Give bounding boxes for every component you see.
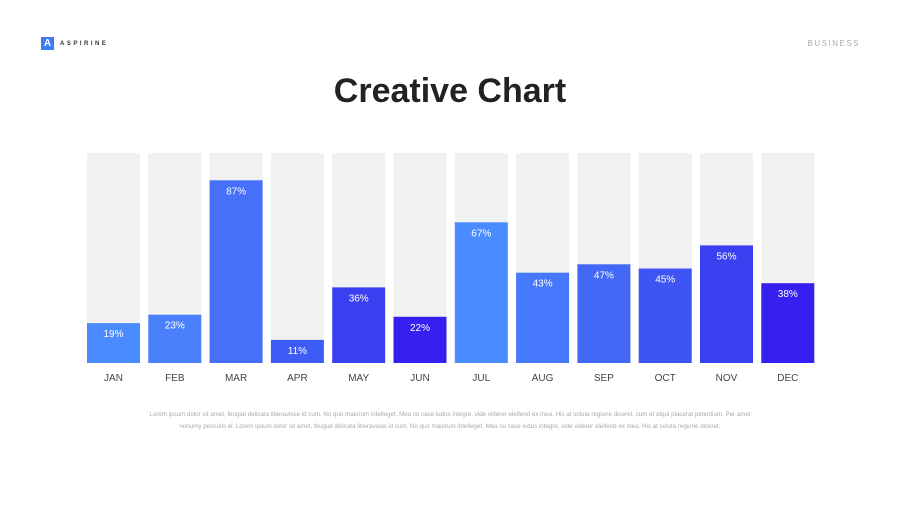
bar-nov: [700, 245, 753, 363]
bar-sep: [577, 264, 631, 363]
category-label: BUSINESS: [807, 39, 860, 48]
bar-track: [270, 153, 324, 363]
data-label: 43%: [533, 279, 553, 290]
x-tick-label: OCT: [655, 373, 676, 384]
bar-feb: [148, 314, 202, 363]
x-tick-label: SEP: [594, 373, 614, 384]
bar-mar: [209, 180, 263, 363]
x-tick-label: FEB: [165, 373, 185, 384]
x-tick-label: MAY: [348, 373, 369, 384]
x-tick-label: DEC: [777, 373, 798, 384]
data-label: 67%: [471, 228, 491, 239]
bar-jun: [393, 316, 447, 363]
data-label: 22%: [410, 323, 430, 334]
brand-logo: A ASPIRINE: [41, 37, 108, 50]
page-title: Creative Chart: [333, 72, 567, 110]
x-tick-label: NOV: [716, 373, 738, 384]
x-tick-label: JAN: [104, 373, 123, 384]
data-label: 36%: [349, 293, 369, 304]
data-label: 47%: [594, 270, 614, 281]
data-label: 23%: [165, 321, 185, 332]
data-label: 87%: [226, 186, 246, 197]
bar-jul: [454, 222, 508, 363]
bar-apr: [270, 339, 324, 363]
description: Lorem ipsum dolor sit amet, feugiat deli…: [149, 411, 751, 430]
data-label: 56%: [716, 251, 736, 262]
brand-name: ASPIRINE: [60, 40, 109, 47]
bar-may: [332, 287, 386, 363]
data-label: 19%: [103, 329, 123, 340]
data-label: 45%: [655, 275, 675, 286]
data-label: 38%: [778, 289, 798, 300]
bar-dec: [761, 283, 815, 363]
x-tick-label: JUN: [410, 373, 429, 384]
bar-oct: [638, 268, 692, 363]
x-tick-label: APR: [287, 373, 308, 384]
x-tick-label: JUL: [472, 373, 490, 384]
data-label: 11%: [288, 346, 307, 357]
x-tick-label: MAR: [225, 373, 247, 384]
bar-aug: [516, 272, 570, 363]
logo-mark: A: [41, 37, 54, 50]
bar-jan: [87, 323, 140, 363]
x-tick-label: AUG: [532, 373, 554, 384]
